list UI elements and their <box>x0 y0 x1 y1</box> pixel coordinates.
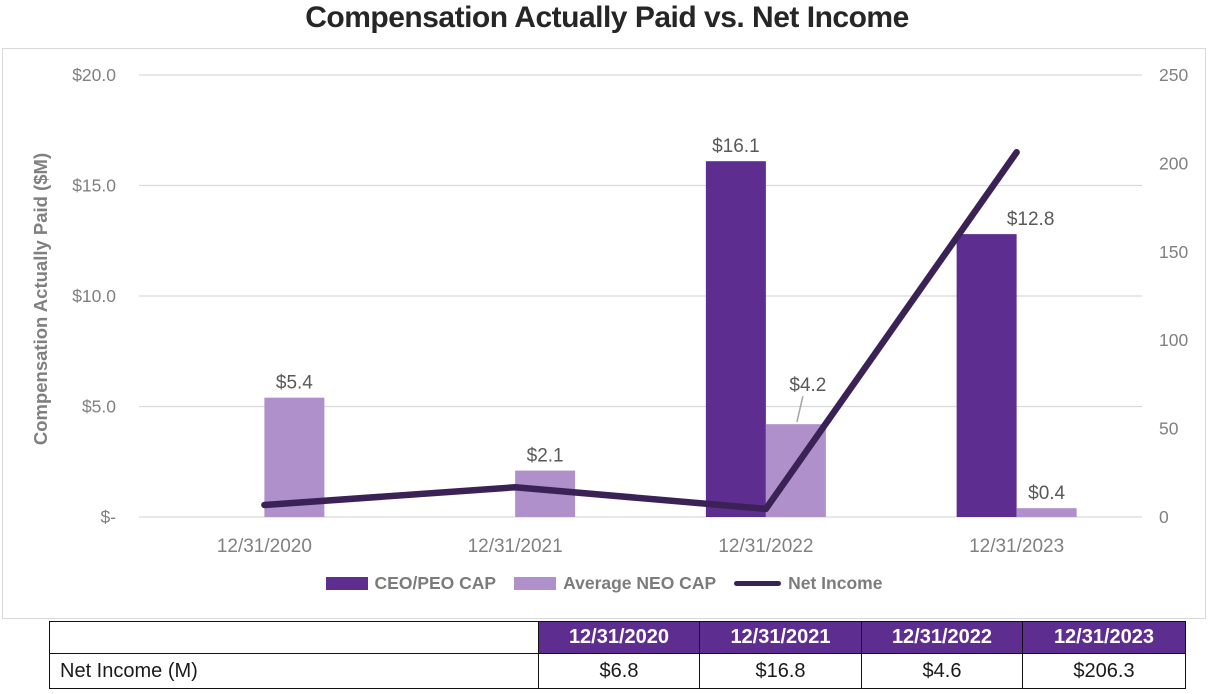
right-axis-tick-label: 50 <box>1159 419 1179 439</box>
table-value-cell: $6.8 <box>538 653 700 689</box>
bar-average-neo-cap <box>264 397 325 517</box>
table-row-label: Net Income (M) <box>49 653 539 689</box>
table-value-cell: $4.6 <box>861 653 1023 689</box>
left-axis-tick-label: $15.0 <box>72 176 116 196</box>
legend-swatch-ceo-peo-cap <box>325 577 368 590</box>
table-corner-cell <box>49 621 539 654</box>
line-net-income <box>261 149 1020 513</box>
left-axis-title: Compensation Actually Paid ($M) <box>30 153 51 445</box>
legend-swatch-net-income <box>734 580 782 587</box>
data-label: $5.4 <box>276 373 313 394</box>
table-value-cell: $206.3 <box>1022 653 1186 689</box>
right-axis-tick-label: 200 <box>1159 153 1188 173</box>
category-label: 12/31/2020 <box>217 536 312 557</box>
legend-swatch-average-neo-cap <box>514 577 557 590</box>
legend-label: Net Income <box>788 573 883 593</box>
data-label: $0.4 <box>1028 483 1065 504</box>
category-label: 12/31/2022 <box>718 536 813 557</box>
data-label: $16.1 <box>712 136 760 157</box>
legend-item-ceo-peo-cap: CEO/PEO CAP <box>325 573 497 594</box>
legend-label: Average NEO CAP <box>563 573 717 593</box>
data-label: $2.1 <box>527 446 564 467</box>
right-axis-tick-label: 250 <box>1159 65 1188 85</box>
left-axis-tick-label: $5.0 <box>82 397 116 417</box>
bar-ceo-peo-cap <box>956 234 1017 517</box>
bar-average-neo-cap <box>1016 508 1077 517</box>
bar-ceo-peo-cap <box>705 161 766 517</box>
left-axis-tick-label: $10.0 <box>72 286 116 306</box>
category-label: 12/31/2023 <box>969 536 1064 557</box>
chart-title: Compensation Actually Paid vs. Net Incom… <box>305 1 909 34</box>
data-label: $12.8 <box>1007 209 1055 230</box>
left-axis-tick-label: $- <box>100 507 116 527</box>
category-label: 12/31/2021 <box>468 536 563 557</box>
right-axis-tick-label: 100 <box>1159 330 1188 350</box>
legend-item-average-neo-cap: Average NEO CAP <box>514 573 716 594</box>
net-income-table: 12/31/2020 12/31/2021 12/31/2022 12/31/2023… <box>49 621 1186 689</box>
table-header-cell: 12/31/2020 <box>538 621 700 654</box>
chart-frame: $16.1 $12.8 $5.4 $2.1 $4.2 $0.4 $- $5.0 $10.0 $15… <box>2 48 1206 619</box>
right-axis-tick-label: 150 <box>1159 242 1188 262</box>
table-value-cell: $16.8 <box>699 653 862 689</box>
table-header-cell: 12/31/2022 <box>861 621 1023 654</box>
data-label: $4.2 <box>789 375 826 396</box>
left-axis-tick-label: $20.0 <box>72 65 116 85</box>
legend-item-net-income: Net Income <box>734 573 882 594</box>
legend-label: CEO/PEO CAP <box>374 573 497 593</box>
right-axis-tick-label: 0 <box>1159 507 1169 527</box>
combo-chart-svg: $16.1 $12.8 $5.4 $2.1 $4.2 $0.4 $- $5.0 $10.0 $15… <box>30 65 1188 557</box>
data-label-leader-line <box>796 396 804 423</box>
table-header-cell: 12/31/2023 <box>1022 621 1186 654</box>
chart-legend: CEO/PEO CAP Average NEO CAP Net Income <box>3 573 1205 594</box>
table-header-cell: 12/31/2021 <box>699 621 862 654</box>
